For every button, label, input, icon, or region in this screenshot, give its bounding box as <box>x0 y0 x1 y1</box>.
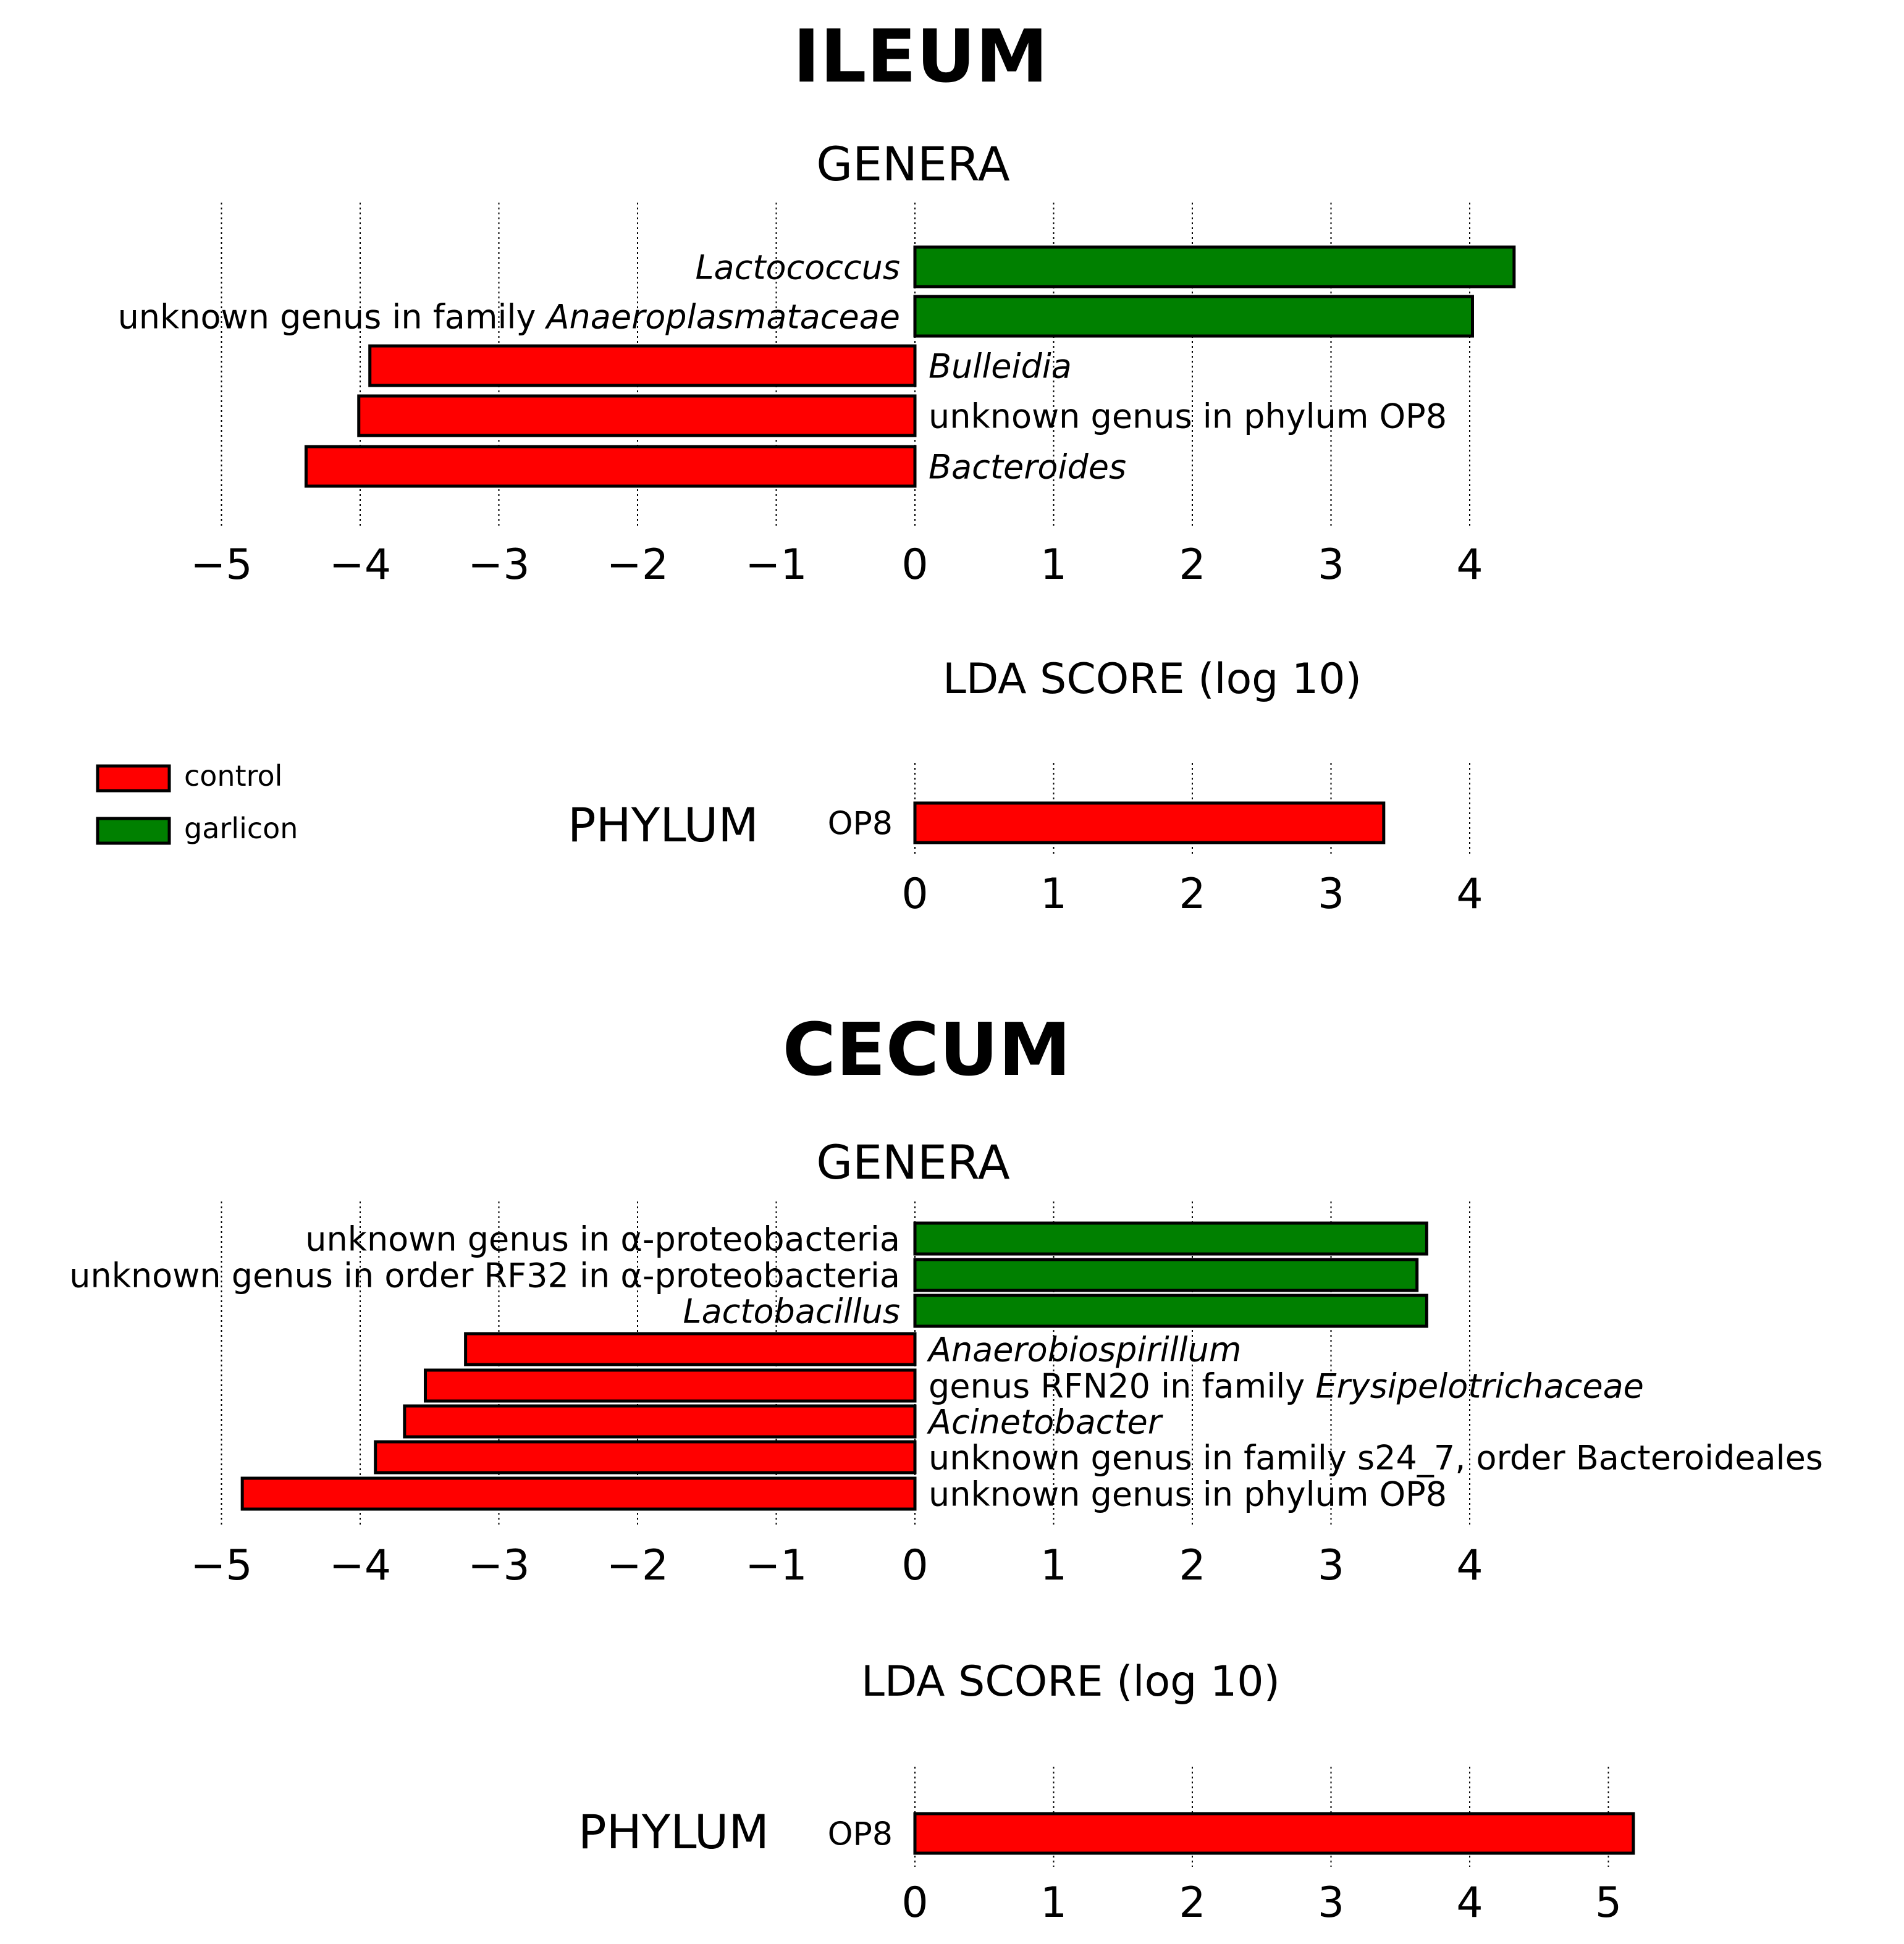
tick-label: 1 <box>1040 1879 1067 1927</box>
bar-label: unknown genus in phylum OP8 <box>929 1475 1447 1513</box>
tick-label: 4 <box>1456 541 1483 589</box>
bar-label: Anaerobiospirillum <box>927 1330 1242 1369</box>
ileum-genera-chart: GENERA −5 −4 −3 −2 −1 0 1 2 3 4 LDA SCORE (log 10) L… <box>118 137 1516 704</box>
tick-label: 2 <box>1179 541 1205 589</box>
legend-garlicon-swatch <box>96 817 171 845</box>
tick-label: −2 <box>607 541 668 589</box>
tick-label: 3 <box>1318 1541 1344 1590</box>
bar <box>368 344 917 387</box>
ileum-section-title: ILEUM <box>793 14 1048 99</box>
tick-label: −1 <box>745 541 807 589</box>
ileum-phylum-chart: PHYLUM 0 1 2 3 4 OP8 <box>568 763 1483 919</box>
bar <box>240 1476 917 1511</box>
bar-label: OP8 <box>828 806 893 843</box>
cecum-genera-chart: GENERA −5 −4 −3 −2 −1 0 1 2 3 4 LDA SCORE (log 10) u… <box>69 1135 1823 1706</box>
bar-label: unknown genus in family Anaeroplasmatace… <box>118 297 900 336</box>
bar-label: genus RFN20 in family Erysipelotrichacea… <box>929 1366 1644 1405</box>
tick-label: 4 <box>1456 1541 1483 1590</box>
cecum-phylum-title: PHYLUM <box>578 1804 769 1859</box>
bar <box>913 1294 1428 1328</box>
bar <box>913 1812 1635 1855</box>
bar-label: unknown genus in order RF32 in α-proteob… <box>69 1256 900 1295</box>
cecum-phylum-chart: PHYLUM 0 1 2 3 4 5 OP8 <box>578 1767 1635 1927</box>
tick-label: 4 <box>1456 1879 1483 1927</box>
legend-garlicon-label: garlicon <box>184 812 298 845</box>
tick-label: 3 <box>1318 870 1344 919</box>
tick-label: 2 <box>1179 1541 1205 1590</box>
tick-label: 1 <box>1040 1541 1067 1590</box>
bar <box>374 1440 917 1475</box>
cecum-genera-title: GENERA <box>816 1135 1010 1190</box>
bar-label: Lactobacillus <box>683 1292 900 1331</box>
tick-label: 2 <box>1179 1879 1205 1927</box>
bar <box>913 1258 1419 1292</box>
bar-label: Lactococcus <box>695 248 900 287</box>
tick-label: −4 <box>329 541 391 589</box>
bar-label: unknown genus in α-proteobacteria <box>305 1219 900 1258</box>
tick-label: −5 <box>190 1541 252 1590</box>
axis-label-x: LDA SCORE (log 10) <box>861 1657 1280 1706</box>
tick-label: 3 <box>1318 541 1344 589</box>
tick-label: 0 <box>901 1879 928 1927</box>
cecum-section-title: CECUM <box>782 1007 1071 1092</box>
ileum-genera-title: GENERA <box>816 137 1010 191</box>
tick-label: 0 <box>901 1541 928 1590</box>
bar <box>913 245 1516 288</box>
tick-label: 3 <box>1318 1879 1344 1927</box>
ileum-phylum-title: PHYLUM <box>568 797 759 852</box>
bar <box>357 394 917 437</box>
bar <box>913 1221 1428 1256</box>
tick-label: −3 <box>468 541 529 589</box>
tick-label: −1 <box>745 1541 807 1590</box>
bar-label: unknown genus in family s24_7, order Bac… <box>929 1438 1823 1477</box>
bar-label: Bacteroides <box>929 447 1126 486</box>
bar-label: unknown genus in phylum OP8 <box>929 397 1447 436</box>
tick-label: 4 <box>1456 870 1483 919</box>
legend: control garlicon <box>96 759 298 845</box>
bar-label: OP8 <box>828 1816 893 1853</box>
tick-label: −5 <box>190 541 252 589</box>
bar <box>913 801 1386 844</box>
axis-label-x: LDA SCORE (log 10) <box>943 655 1362 704</box>
legend-control-swatch <box>96 764 171 793</box>
bar-label: Bulleidia <box>929 347 1072 385</box>
tick-label: 0 <box>901 870 928 919</box>
bar <box>464 1332 917 1366</box>
tick-label: −4 <box>329 1541 391 1590</box>
tick-label: −3 <box>468 1541 529 1590</box>
bar <box>304 445 917 488</box>
tick-label: 1 <box>1040 541 1067 589</box>
legend-control-label: control <box>184 759 282 793</box>
bar <box>403 1404 917 1439</box>
tick-label: 0 <box>901 541 928 589</box>
bar <box>424 1368 917 1403</box>
tick-label: −2 <box>607 1541 668 1590</box>
tick-label: 5 <box>1595 1879 1622 1927</box>
bar-label: Acinetobacter <box>927 1402 1163 1441</box>
tick-label: 2 <box>1179 870 1205 919</box>
bar <box>913 295 1474 338</box>
tick-label: 1 <box>1040 870 1067 919</box>
